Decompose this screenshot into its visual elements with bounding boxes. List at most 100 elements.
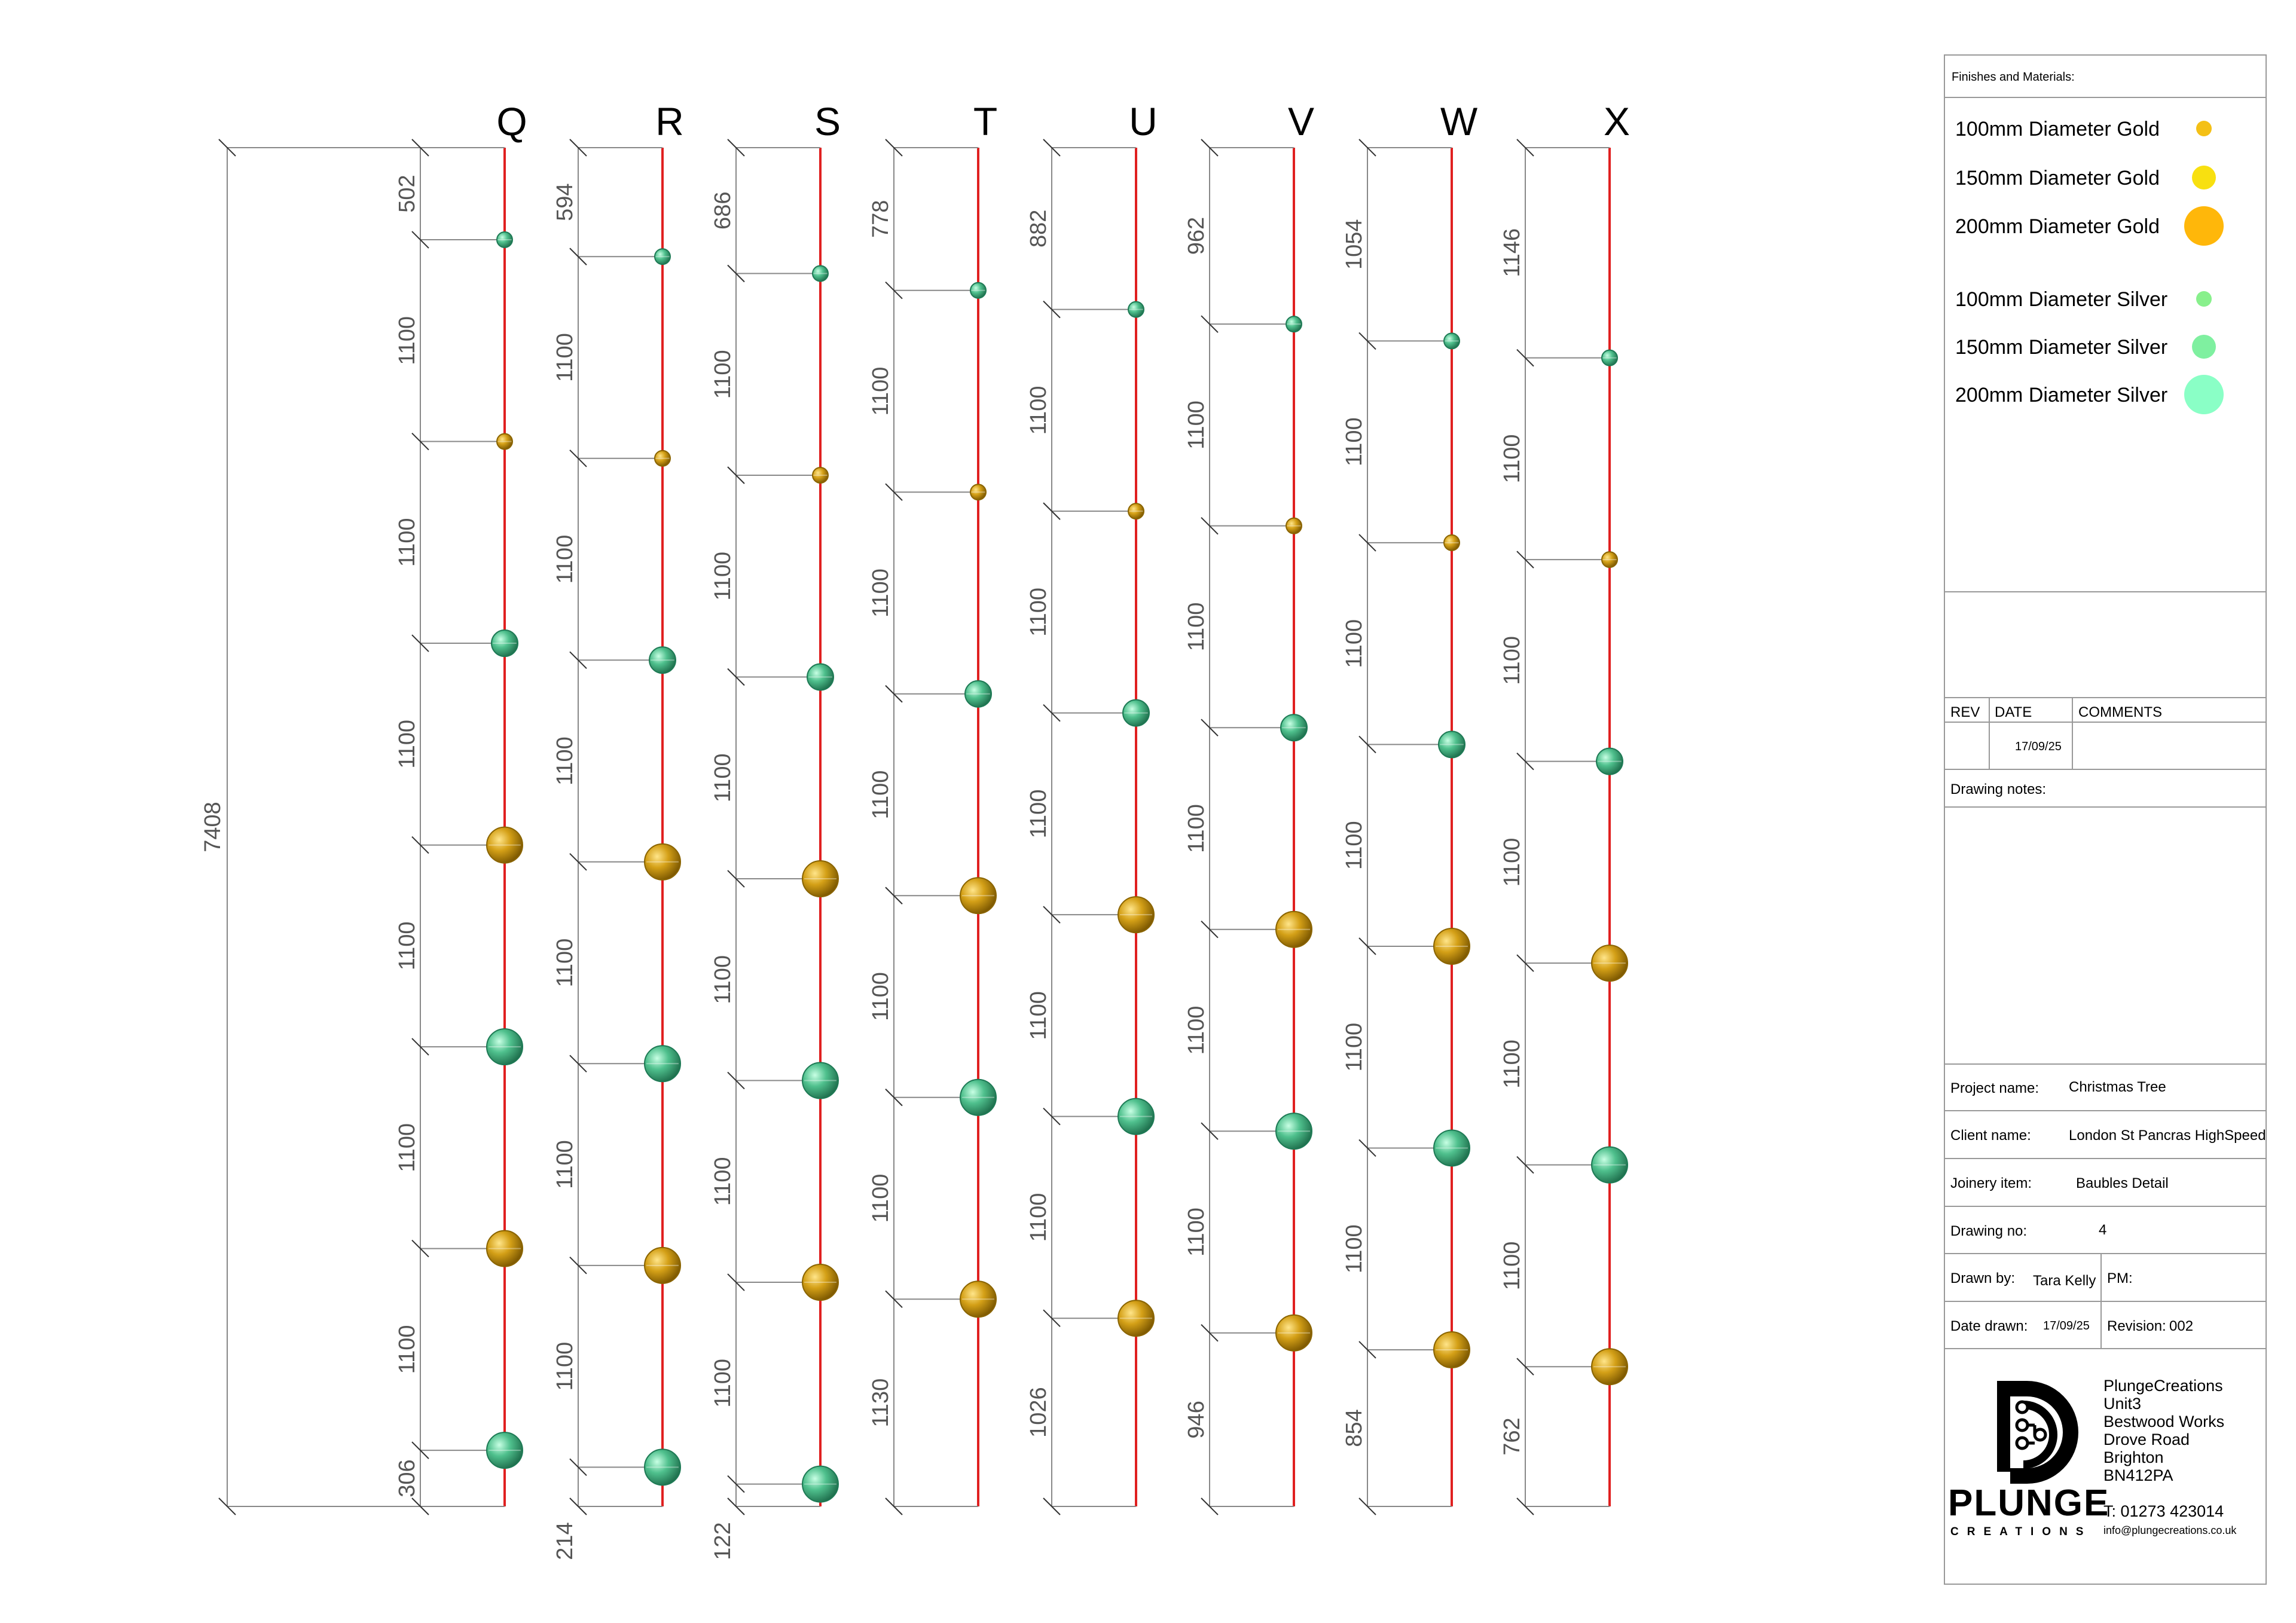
dim-tick [1201, 1497, 1219, 1515]
address-line: BN412PA [2103, 1466, 2173, 1484]
legend-swatch-icon [2196, 121, 2212, 136]
dim-tick [885, 685, 903, 703]
logo-wordmark: PLUNGE [1948, 1483, 2109, 1524]
project-name-value: Christmas Tree [2069, 1079, 2166, 1095]
dimension-label: 1100 [395, 518, 420, 567]
gold-bauble-200mm [1433, 927, 1470, 965]
dim-tick [1043, 502, 1061, 520]
silver-bauble-100mm [496, 231, 513, 249]
dimension-label: 1100 [552, 333, 578, 382]
dim-tick [411, 836, 429, 854]
dimension-label: 962 [1184, 217, 1209, 255]
dimension-label: 1100 [1184, 603, 1209, 652]
dimension-label: 1100 [1500, 838, 1525, 887]
silver-bauble-100mm [654, 248, 671, 265]
dim-tick [1358, 1341, 1376, 1359]
gold-bauble-100mm [1443, 534, 1460, 551]
revision-label: Revision: [2107, 1318, 2166, 1334]
dimension-label: 1054 [1342, 219, 1367, 270]
dimension-label: 502 [395, 175, 420, 212]
plunge-logo-icon [1997, 1381, 2078, 1484]
silver-bauble-200mm [644, 1448, 681, 1486]
drawing-no-value: 4 [2099, 1222, 2106, 1238]
silver-bauble-100mm [1443, 332, 1460, 350]
dimension-label: 1100 [1026, 991, 1051, 1040]
dimension-label: 1100 [710, 552, 735, 601]
dim-tick [411, 1497, 429, 1515]
dim-tick [569, 139, 587, 157]
gold-bauble-200mm [960, 877, 997, 915]
silver-bauble-150mm [1438, 730, 1465, 759]
dimension-label: 882 [1026, 210, 1051, 247]
dimension-label: 1100 [552, 939, 578, 988]
dimension-label: 1100 [1184, 804, 1209, 853]
dimension-label: 946 [1184, 1401, 1209, 1438]
dim-tick [1516, 1156, 1534, 1174]
column-s: S 686 1100 1100 1100 1100 1100 1100 122 [710, 99, 841, 1560]
dim-tick [569, 1497, 587, 1515]
company-phone: T: 01273 423014 [2103, 1502, 2224, 1520]
dimension-label: 214 [552, 1522, 578, 1560]
dim-tick [885, 1290, 903, 1308]
legend-item-label: 100mm Diameter Silver [1955, 288, 2167, 311]
dimension-label: 1100 [1500, 435, 1525, 484]
dimension-label: 1100 [868, 367, 893, 416]
dim-tick [1043, 1309, 1061, 1327]
dimension-label: 1100 [395, 720, 420, 769]
dimension-label: 1100 [1500, 1242, 1525, 1291]
silver-bauble-200mm [644, 1045, 681, 1083]
dimension-label: 1026 [1026, 1387, 1051, 1438]
dimension-label: 7408 [200, 802, 225, 852]
client-name-label: Client name: [1950, 1127, 2031, 1144]
dim-tick [727, 1475, 745, 1493]
title-block: Finishes and Materials: 100mm Diameter G… [1944, 54, 2267, 1585]
silver-bauble-100mm [1601, 349, 1618, 366]
legend-swatch-icon [2196, 291, 2212, 307]
silver-bauble-100mm [812, 265, 829, 282]
dimension-label: 854 [1342, 1409, 1367, 1447]
gold-bauble-200mm [486, 826, 523, 864]
dim-tick [569, 450, 587, 467]
dimension-label: 1100 [552, 1342, 578, 1391]
legend-swatch-icon [2192, 335, 2216, 359]
column-letter: Q [496, 99, 527, 143]
dim-tick [727, 264, 745, 283]
dimension-label: 1100 [868, 568, 893, 618]
dimension-label: 1100 [1184, 401, 1209, 450]
columns-layer: 7408 Q 502 1100 1100 1100 1100 1100 1100 306 R 594 1… [200, 99, 1630, 1560]
column-letter: U [1129, 99, 1158, 143]
gold-bauble-200mm [1118, 1300, 1155, 1337]
legend: 100mm Diameter Gold 150mm Diameter Gold 20… [1955, 118, 2224, 414]
gold-bauble-100mm [1286, 517, 1302, 534]
dimension-label: 1100 [1184, 1208, 1209, 1257]
dim-tick [1516, 1497, 1534, 1515]
silver-bauble-150mm [649, 646, 676, 674]
gold-bauble-200mm [1275, 1314, 1312, 1352]
company-email[interactable]: info@plungecreations.co.uk [2103, 1524, 2237, 1536]
dim-tick [885, 139, 903, 157]
gold-bauble-200mm [960, 1280, 997, 1318]
dim-tick [1358, 332, 1376, 350]
dim-tick [1516, 954, 1534, 972]
dim-tick [411, 1239, 429, 1258]
column-letter: R [655, 99, 684, 143]
dim-tick [885, 1089, 903, 1107]
silver-bauble-100mm [1286, 316, 1302, 333]
dim-tick [1358, 735, 1376, 754]
dim-tick [1516, 349, 1534, 367]
silver-bauble-150mm [964, 680, 992, 708]
dim-tick [727, 1273, 745, 1291]
dim-tick [411, 432, 429, 451]
silver-bauble-200mm [1433, 1129, 1470, 1167]
dimension-label: 1100 [1500, 636, 1525, 685]
gold-bauble-100mm [812, 466, 829, 484]
dimension-label: 1100 [552, 736, 578, 785]
drawing-no-label: Drawing no: [1950, 1223, 2027, 1239]
gold-bauble-200mm [1591, 1348, 1628, 1386]
silver-bauble-150mm [1280, 714, 1308, 742]
dim-tick [1358, 139, 1376, 157]
dim-tick [411, 139, 429, 157]
dim-tick [1516, 551, 1534, 568]
silver-bauble-200mm [486, 1028, 523, 1066]
dimension-label: 1100 [868, 771, 893, 820]
